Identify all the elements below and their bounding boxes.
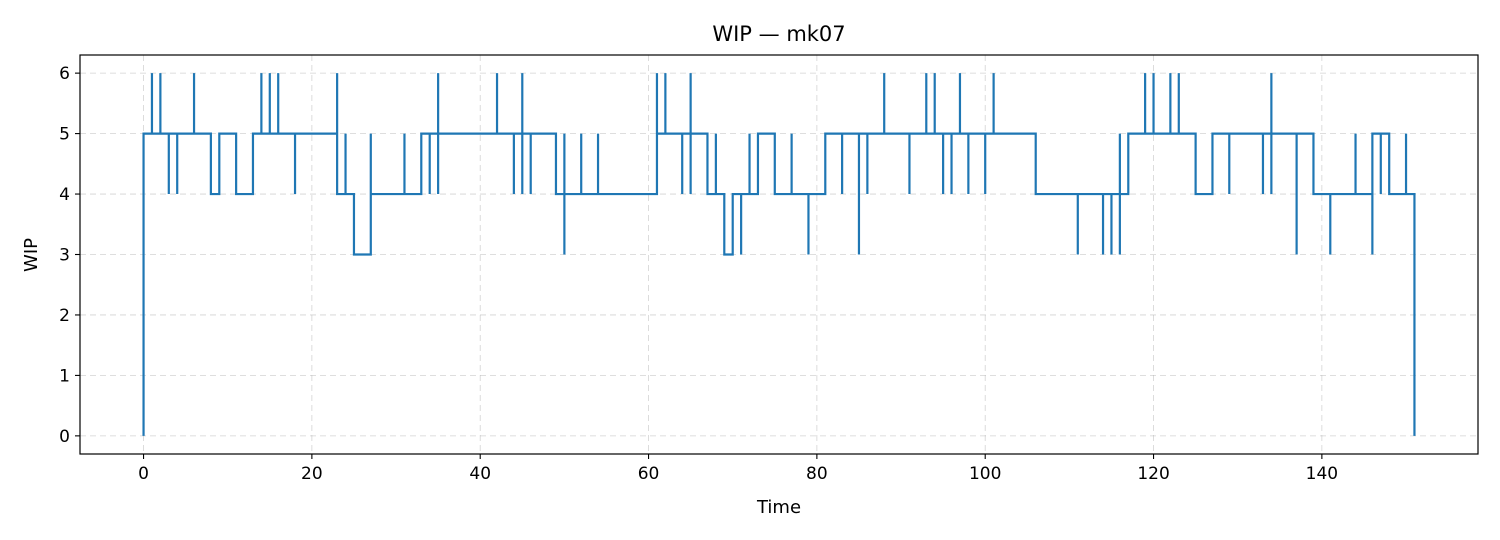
- x-tick-label: 80: [806, 464, 828, 484]
- y-tick-label: 4: [59, 185, 70, 205]
- wip-series-line: [142, 73, 1416, 436]
- x-tick-label: 100: [969, 464, 1001, 484]
- y-tick-label: 0: [59, 427, 70, 447]
- chart-title: WIP — mk07: [712, 22, 845, 46]
- x-axis-label: Time: [756, 497, 801, 518]
- x-axis: 0 20 40 60 80 100 120 140: [138, 454, 1338, 484]
- x-tick-label: 120: [1137, 464, 1169, 484]
- y-tick-label: 2: [59, 306, 70, 326]
- x-tick-label: 60: [638, 464, 660, 484]
- y-tick-label: 3: [59, 246, 70, 266]
- x-tick-label: 40: [469, 464, 491, 484]
- y-axis-label: WIP: [21, 238, 42, 272]
- y-axis: 0 1 2 3 4 5 6: [59, 64, 80, 447]
- y-tick-label: 6: [59, 64, 70, 84]
- x-tick-label: 140: [1306, 464, 1338, 484]
- y-tick-label: 5: [59, 125, 70, 145]
- x-tick-label: 0: [138, 464, 149, 484]
- x-tick-label: 20: [301, 464, 323, 484]
- y-tick-label: 1: [59, 366, 70, 386]
